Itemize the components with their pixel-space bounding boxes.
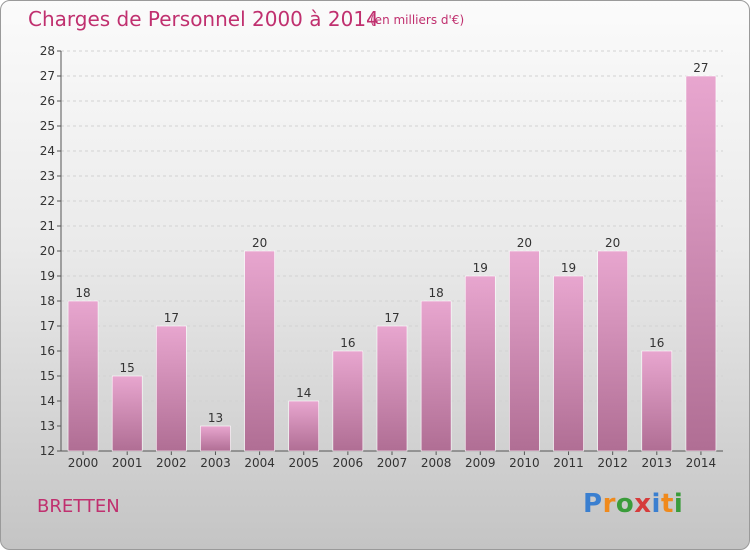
value-label: 17 xyxy=(384,311,399,325)
logo-letter: i xyxy=(651,489,661,519)
bar xyxy=(156,325,187,452)
value-label: 13 xyxy=(208,411,223,425)
bar xyxy=(67,300,99,452)
bar xyxy=(244,250,275,452)
value-label: 27 xyxy=(693,61,708,75)
y-tick-label: 24 xyxy=(40,144,55,158)
logo-letter: t xyxy=(660,489,674,519)
logo-letter: P xyxy=(583,489,603,519)
x-tick-label: 2014 xyxy=(686,456,717,470)
x-tick-labels: 2000 2001 2002 2003 2004 2005 2006 2007 2008 2009… xyxy=(68,456,716,470)
value-label: 19 xyxy=(473,261,488,275)
y-tick-labels: 12 13 14 15 16 17 18 19 20 21 22 23 24 25 26 27 28 xyxy=(40,44,55,458)
value-label: 17 xyxy=(164,311,179,325)
chart-title: Charges de Personnel 2000 à 2014 xyxy=(28,7,379,31)
bar xyxy=(685,75,717,452)
chart-subtitle: (en milliers d'€) xyxy=(370,13,465,27)
value-label: 20 xyxy=(517,236,532,250)
x-tick-label: 2011 xyxy=(553,456,584,470)
bar xyxy=(641,350,673,452)
x-tick-label: 2001 xyxy=(112,456,143,470)
logo-letter: o xyxy=(615,489,635,519)
value-label: 15 xyxy=(120,361,135,375)
bar xyxy=(509,250,540,452)
x-tick-label: 2003 xyxy=(200,456,231,470)
value-labels: 18 15 17 13 20 14 16 17 18 19 20 19 20 16 27 xyxy=(75,61,708,425)
y-tick-label: 27 xyxy=(40,69,55,83)
value-label: 18 xyxy=(75,286,90,300)
bar xyxy=(420,300,452,452)
y-tick-label: 23 xyxy=(40,169,55,183)
y-tick-label: 13 xyxy=(40,419,55,433)
value-label: 16 xyxy=(340,336,355,350)
city-name: BRETTEN xyxy=(37,496,120,517)
bar xyxy=(376,325,408,452)
bar xyxy=(111,375,143,452)
value-label: 20 xyxy=(605,236,620,250)
value-label: 20 xyxy=(252,236,267,250)
logo-letter: x xyxy=(634,489,652,519)
value-label: 19 xyxy=(561,261,576,275)
x-tick-label: 2013 xyxy=(642,456,673,470)
bar xyxy=(332,350,364,452)
x-tick-label: 2005 xyxy=(288,456,319,470)
x-tick-label: 2000 xyxy=(68,456,99,470)
x-tick-label: 2006 xyxy=(333,456,364,470)
y-tick-label: 12 xyxy=(40,444,55,458)
value-label: 14 xyxy=(296,386,311,400)
y-tick-label: 17 xyxy=(40,319,55,333)
x-tick-label: 2002 xyxy=(156,456,187,470)
y-tick-label: 28 xyxy=(40,44,55,58)
x-tick-label: 2009 xyxy=(465,456,496,470)
y-tick-label: 15 xyxy=(40,369,55,383)
bar xyxy=(464,275,496,452)
logo-letter: i xyxy=(673,489,684,519)
y-tick-label: 25 xyxy=(40,119,55,133)
bar xyxy=(553,275,584,452)
bar xyxy=(200,425,231,452)
y-tick-label: 19 xyxy=(40,269,55,283)
value-label: 18 xyxy=(428,286,443,300)
y-tick-label: 16 xyxy=(40,344,55,358)
value-label: 16 xyxy=(649,336,664,350)
logo-letter: r xyxy=(602,489,616,519)
x-tick-label: 2008 xyxy=(421,456,452,470)
y-tick-label: 21 xyxy=(40,219,55,233)
y-tick-label: 22 xyxy=(40,194,55,208)
proxiti-logo: Proxiti xyxy=(583,489,683,519)
y-tick-label: 20 xyxy=(40,244,55,258)
y-tick-label: 26 xyxy=(40,94,55,108)
x-tick-label: 2007 xyxy=(377,456,408,470)
x-tick-label: 2004 xyxy=(244,456,275,470)
bar xyxy=(597,250,628,452)
x-tick-label: 2012 xyxy=(597,456,628,470)
bars xyxy=(67,75,717,452)
bar xyxy=(288,400,320,452)
x-tick-label: 2010 xyxy=(509,456,540,470)
y-tick-label: 18 xyxy=(40,294,55,308)
y-tick-label: 14 xyxy=(40,394,55,408)
